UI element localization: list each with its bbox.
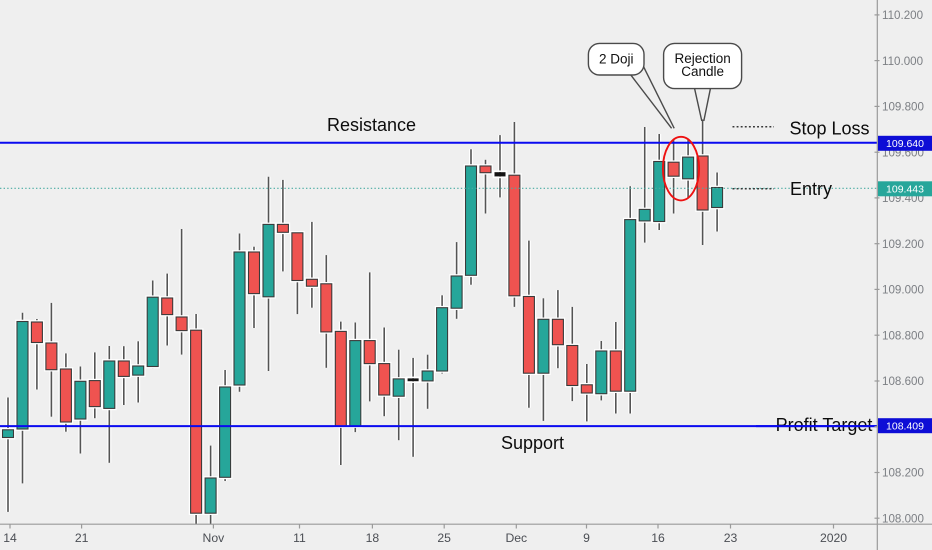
svg-text:Resistance: Resistance [327,115,416,135]
svg-text:109.000: 109.000 [882,284,924,297]
svg-text:110.200: 110.200 [882,9,923,22]
svg-text:108.409: 108.409 [886,421,924,433]
svg-text:110.000: 110.000 [882,55,923,68]
svg-text:11: 11 [293,531,306,545]
svg-text:21: 21 [75,531,89,545]
svg-text:109.200: 109.200 [882,238,924,251]
svg-text:Rejection: Rejection [674,51,730,66]
svg-text:109.443: 109.443 [886,184,924,196]
svg-text:Nov: Nov [203,531,226,545]
svg-text:108.600: 108.600 [882,375,924,388]
svg-text:Entry: Entry [790,179,832,199]
svg-text:108.200: 108.200 [882,467,924,480]
svg-text:109.800: 109.800 [882,101,924,114]
svg-text:108.000: 108.000 [882,512,924,525]
svg-text:2 Doji: 2 Doji [599,52,634,67]
svg-text:Profit Target: Profit Target [776,415,873,435]
svg-text:109.640: 109.640 [886,138,924,150]
svg-text:18: 18 [366,531,380,545]
svg-text:Support: Support [501,433,564,453]
svg-text:Stop Loss: Stop Loss [789,118,869,138]
svg-text:14: 14 [3,531,17,545]
svg-text:Candle: Candle [681,64,724,79]
svg-text:25: 25 [437,531,451,545]
svg-text:9: 9 [583,531,590,545]
svg-text:2020: 2020 [820,531,847,545]
svg-text:16: 16 [651,531,665,545]
svg-text:108.800: 108.800 [882,329,924,342]
svg-text:23: 23 [724,531,738,545]
svg-text:Dec: Dec [505,531,527,545]
